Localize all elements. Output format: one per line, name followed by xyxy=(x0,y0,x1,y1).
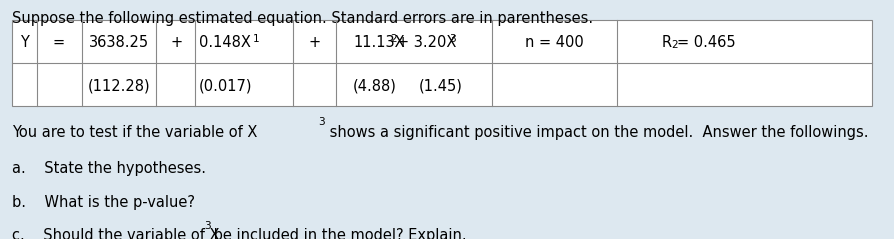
Text: Y: Y xyxy=(20,35,29,50)
Text: b.    What is the p-value?: b. What is the p-value? xyxy=(12,195,195,210)
Text: 3638.25: 3638.25 xyxy=(89,35,149,50)
Text: (4.88): (4.88) xyxy=(353,78,397,93)
Text: be included in the model? Explain.: be included in the model? Explain. xyxy=(209,228,467,239)
Text: 11.13X: 11.13X xyxy=(353,35,405,50)
Text: You are to test if the variable of X: You are to test if the variable of X xyxy=(12,125,257,140)
Text: c.    Should the variable of X: c. Should the variable of X xyxy=(12,228,219,239)
Text: a.    State the hypotheses.: a. State the hypotheses. xyxy=(12,161,206,176)
Text: 2: 2 xyxy=(391,34,397,44)
Text: 2: 2 xyxy=(671,40,678,50)
Text: +: + xyxy=(170,35,182,50)
Text: (1.45): (1.45) xyxy=(418,78,462,93)
Text: +: + xyxy=(308,35,321,50)
Text: R: R xyxy=(662,35,671,50)
Text: (112.28): (112.28) xyxy=(88,78,150,93)
Text: =: = xyxy=(53,35,65,50)
Text: (0.017): (0.017) xyxy=(198,78,252,93)
Bar xyxy=(12,20,872,106)
Text: n = 400: n = 400 xyxy=(525,35,584,50)
Text: 3: 3 xyxy=(204,221,211,231)
Text: 1: 1 xyxy=(253,34,259,44)
Text: 3: 3 xyxy=(450,34,457,44)
Text: = 0.465: = 0.465 xyxy=(677,35,736,50)
Text: shows a significant positive impact on the model.  Answer the followings.: shows a significant positive impact on t… xyxy=(325,125,869,140)
Text: 0.148X: 0.148X xyxy=(199,35,251,50)
Text: Suppose the following estimated equation. Standard errors are in parentheses.: Suppose the following estimated equation… xyxy=(12,11,593,26)
Text: + 3.20X: + 3.20X xyxy=(397,35,456,50)
Text: 3: 3 xyxy=(318,117,325,127)
